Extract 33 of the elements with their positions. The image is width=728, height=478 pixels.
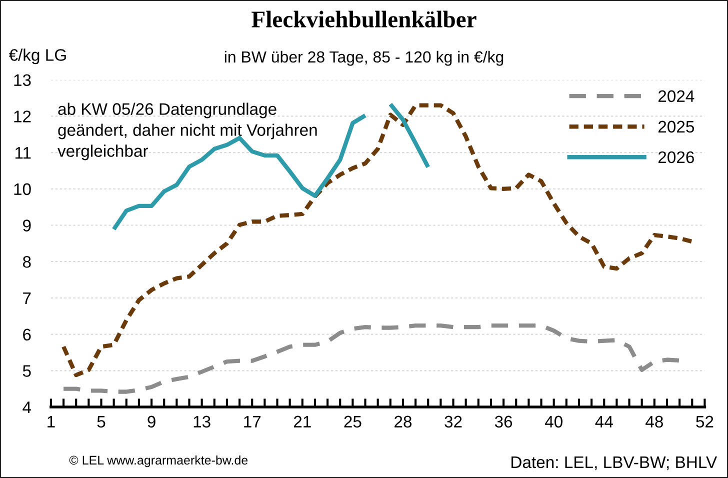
y-tick-label: 11	[15, 147, 31, 159]
x-tick-label: 48	[646, 416, 663, 428]
x-tick-label: 17	[244, 416, 261, 428]
y-axis-title: €/kg LG	[8, 48, 66, 64]
y-tick-label: 5	[22, 365, 31, 377]
legend-label: 2025	[658, 120, 694, 133]
x-tick-label: 13	[194, 416, 210, 428]
x-tick-label: 52	[696, 416, 714, 428]
y-tick-label: 7	[23, 292, 31, 304]
y-tick-label: 6	[23, 328, 31, 341]
legend-label: 2026	[658, 151, 694, 164]
y-tick-label: 9	[23, 220, 31, 232]
y-tick-label: 12	[14, 110, 31, 122]
x-tick-label: 1	[48, 416, 55, 428]
x-tick-label: 40	[544, 416, 562, 428]
text: Daten: LEL, LBV-BW; BHLV	[512, 456, 718, 470]
chart-title: Fleckviehbullenkälber	[252, 10, 476, 28]
text: © LEL www.agrarmaerkte-bw.de	[69, 455, 248, 468]
annotation: ab KW 05/26 Datengrundlage geändert, daher nicht mit Vorjahren vergleichbar	[58, 102, 317, 160]
x-tick-label: 44	[595, 416, 613, 428]
x-tick-label: 25	[344, 416, 362, 428]
x-tick-label: 9	[148, 416, 156, 428]
y-tick-label: 10	[14, 183, 31, 196]
x-tick-label: 21	[294, 416, 311, 428]
legend-label: 2024	[658, 90, 694, 102]
x-tick-label: 36	[494, 416, 512, 428]
y-tick-label: 8	[22, 256, 31, 268]
y-tick-label: 4	[22, 402, 32, 414]
chart-subtitle: in BW über 28 Tage, 85 - 120 kg in €/kg	[224, 50, 504, 66]
x-tick-label: 32	[444, 416, 462, 428]
x-tick-label: 5	[97, 416, 106, 428]
y-tick-label: 13	[14, 74, 31, 86]
x-tick-label: 28	[394, 416, 412, 428]
